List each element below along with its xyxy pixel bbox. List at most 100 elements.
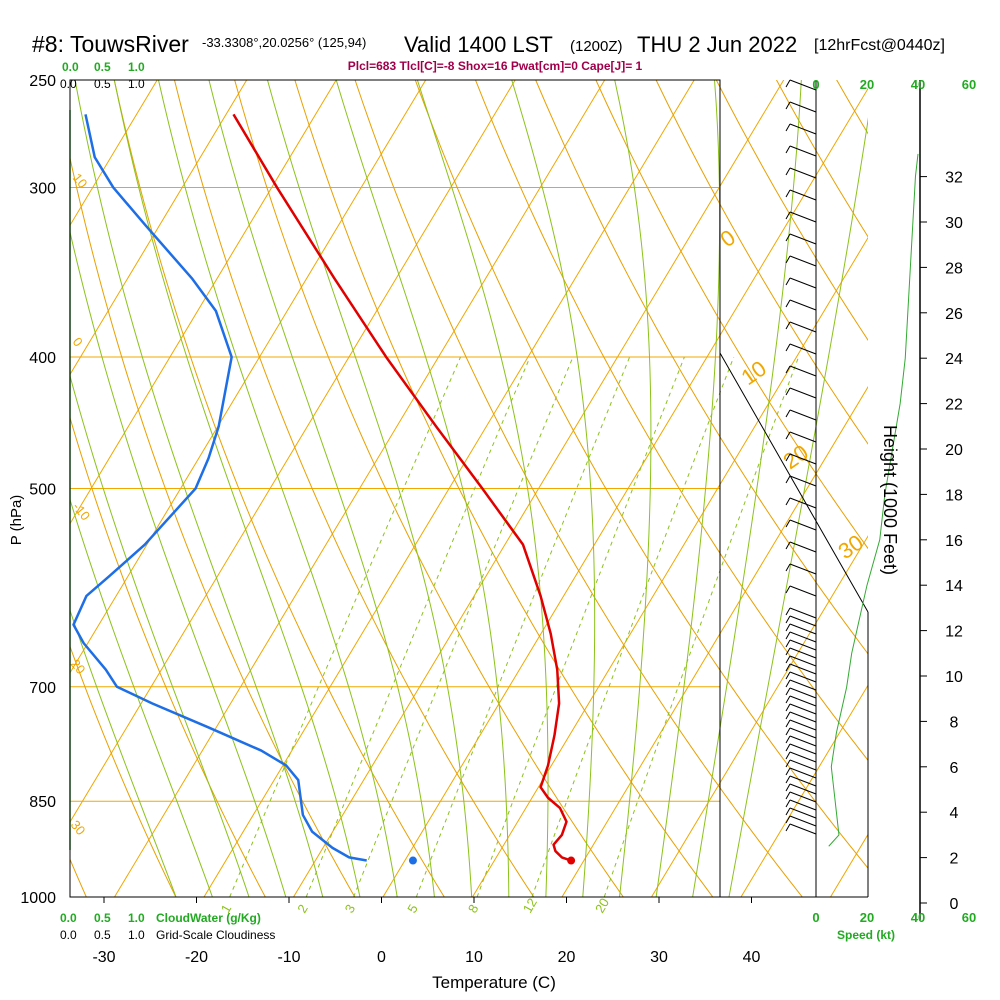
- speed-axis-bottom: 0 20 40 60 Speed (kt): [812, 910, 976, 942]
- height-tick-label: 24: [945, 351, 963, 368]
- cloudiness-tick: 1.0: [128, 928, 145, 942]
- height-tick-label: 26: [945, 306, 963, 323]
- speed-axis-label: Speed (kt): [837, 928, 895, 942]
- wind-barb: [789, 101, 817, 113]
- height-tick-label: 22: [945, 397, 963, 414]
- dry-adiabat-line: [414, 80, 868, 869]
- wind-barb: [789, 615, 817, 627]
- height-tick-label: 0: [950, 896, 959, 913]
- pressure-tick-label: 850: [29, 794, 56, 811]
- moist-adiabat-line: [74, 80, 324, 897]
- wind-barb: [789, 711, 817, 723]
- height-tick-label: 14: [945, 578, 963, 595]
- speed-tick: 40: [911, 910, 925, 925]
- wind-barb: [789, 299, 817, 311]
- isotherm-line: [113, 80, 606, 897]
- wind-barb-flag: [785, 823, 791, 832]
- wind-barb-flag: [785, 167, 791, 176]
- wind-barb: [789, 585, 817, 597]
- cloudiness-tick: 0.0: [60, 928, 77, 942]
- height-tick-label: 6: [950, 760, 959, 777]
- x-axis-title: Temperature (C): [432, 973, 556, 992]
- wind-barb: [789, 631, 817, 643]
- data-series: [72, 113, 919, 865]
- isotherm-line: [70, 80, 516, 823]
- wind-barb-flag: [785, 799, 791, 808]
- wind-barb: [789, 775, 817, 787]
- cloudwater-scale-bottom: 0.0 0.5 1.0 CloudWater (g/Kg): [60, 911, 261, 925]
- wind-barb: [789, 743, 817, 755]
- speed-tick: 20: [860, 77, 874, 92]
- wind-barb-flag: [785, 815, 791, 824]
- wind-barb-flag: [785, 703, 791, 712]
- x-tick-label: 30: [650, 949, 668, 966]
- cloudwater-tick: 0.0: [60, 911, 77, 925]
- wind-barb-flag: [785, 655, 791, 664]
- isotherm-line: [0, 31, 97, 926]
- isotherm-line: [829, 833, 868, 897]
- mixing-ratio-label: 12: [520, 895, 540, 915]
- wind-barb: [789, 719, 817, 731]
- speed-tick: 0: [812, 910, 819, 925]
- moist-adiabat-line: [70, 374, 250, 897]
- wind-barb-flag: [785, 233, 791, 242]
- cloudwater-tick: 0.0: [62, 60, 79, 74]
- wind-barb-flag: [785, 563, 791, 572]
- wind-barb: [789, 453, 817, 465]
- clipped-background: [0, 31, 1000, 926]
- wind-barb: [789, 791, 817, 803]
- dry-adiabat-line: [986, 31, 1000, 926]
- wind-barb-flag: [785, 767, 791, 776]
- dry-adiabat-line: [474, 80, 868, 762]
- moist-adiabat-line: [113, 80, 361, 897]
- speed-tick: 20: [860, 910, 874, 925]
- speed-axis-top: 0 20 40 60: [812, 77, 976, 92]
- wind-barb-flag: [785, 101, 791, 110]
- forecast-tag: [12hrFcst@0440z]: [814, 37, 945, 54]
- wind-barb-flag: [785, 585, 791, 594]
- height-tick-label: 16: [945, 533, 963, 550]
- moist-adiabat-line: [511, 80, 596, 897]
- cloudiness-tick: 0.5: [94, 77, 111, 91]
- mixing-ratio-label: 2: [294, 902, 311, 916]
- wind-barb-flag: [785, 671, 791, 680]
- speed-tick: 60: [962, 910, 976, 925]
- height-tick-label: 12: [945, 624, 963, 641]
- dry-adiabat-line: [595, 80, 868, 550]
- x-tick-label: -30: [92, 949, 115, 966]
- mixing-ratio-label: 20: [592, 895, 612, 915]
- mixing-ratio-label: 8: [465, 902, 482, 916]
- wind-barb: [789, 703, 817, 715]
- moist-adiabat-line: [655, 80, 721, 897]
- surface-dewpoint-marker: [408, 856, 417, 865]
- moist-adiabat-label: -10: [70, 499, 94, 523]
- mixing-ratio-line: [415, 356, 631, 897]
- wind-barb-flag: [785, 255, 791, 264]
- wind-barb: [789, 519, 817, 531]
- dry-adiabat-line: [775, 80, 868, 238]
- wind-barb-flag: [785, 365, 791, 374]
- speed-tick: 0: [812, 77, 819, 92]
- wind-barb-flag: [785, 663, 791, 672]
- wind-barb: [789, 189, 817, 201]
- wind-barb-flag: [785, 719, 791, 728]
- wind-barb: [789, 365, 817, 377]
- cloudiness-scale-bottom: 0.0 0.5 1.0 Grid-Scale Cloudiness: [60, 928, 275, 942]
- height-axis-title: Height (1000 Feet): [880, 425, 900, 575]
- height-tick-label: 4: [950, 805, 959, 822]
- x-tick-label: 40: [743, 949, 761, 966]
- mixing-ratio-label: 3: [342, 902, 359, 916]
- wind-barb-flag: [785, 783, 791, 792]
- wind-barb-flag: [785, 631, 791, 640]
- dry-adiabat-line: [927, 31, 1000, 926]
- wind-barb-flag: [785, 431, 791, 440]
- wind-barb: [789, 823, 817, 835]
- wind-barb: [789, 123, 817, 135]
- dry-adiabat-line: [113, 80, 445, 897]
- wind-barb-flag: [785, 519, 791, 528]
- wind-barb: [789, 759, 817, 771]
- x-tick-label: 0: [377, 949, 386, 966]
- dry-adiabat-line: [70, 416, 266, 897]
- height-tick-label: 10: [945, 669, 963, 686]
